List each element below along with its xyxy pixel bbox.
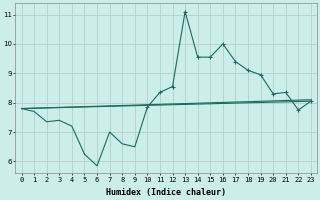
X-axis label: Humidex (Indice chaleur): Humidex (Indice chaleur) <box>106 188 226 197</box>
